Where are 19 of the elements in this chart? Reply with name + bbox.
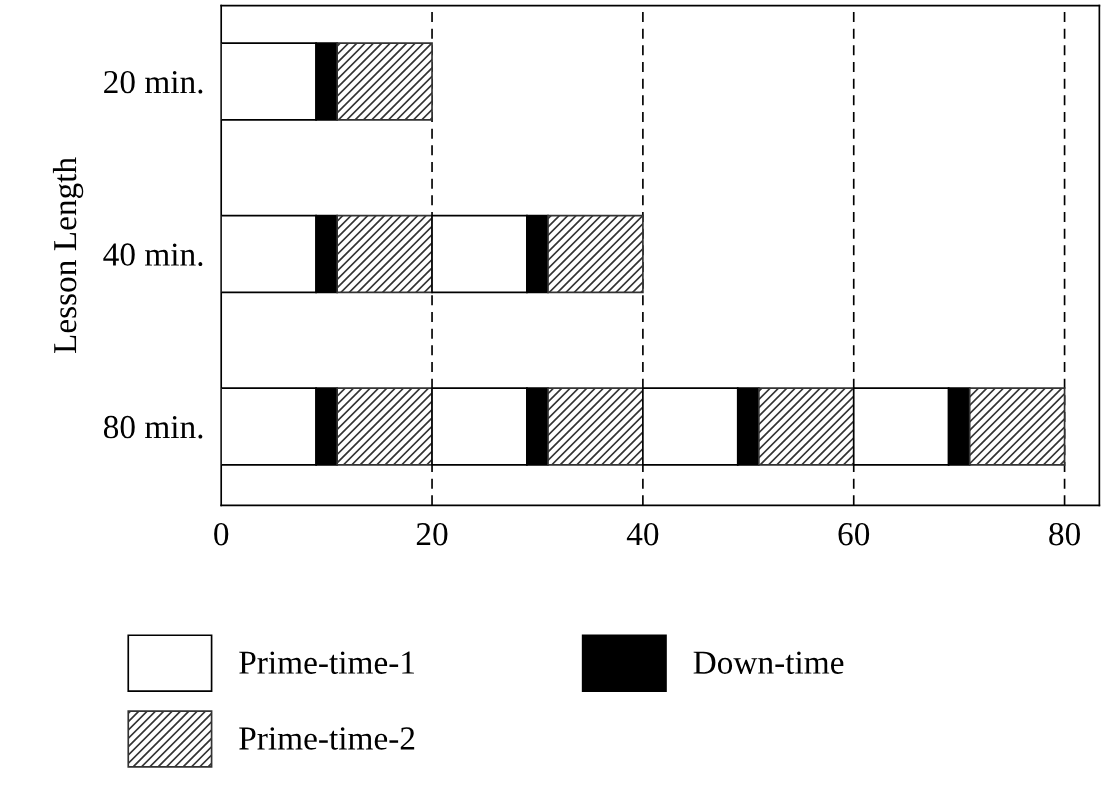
y-axis-title: Lesson Length bbox=[52, 157, 84, 354]
y-tick-label: 20 min. bbox=[104, 70, 203, 94]
bar bbox=[758, 387, 855, 466]
bar bbox=[968, 387, 1066, 466]
legend-label: Down-time bbox=[693, 651, 844, 674]
y-tick-label: 40 min. bbox=[103, 243, 203, 267]
x-tick-label: 20 bbox=[416, 522, 448, 546]
x-tick-label: 60 bbox=[838, 522, 870, 546]
legend-label: Prime-time-2 bbox=[239, 727, 415, 750]
bar bbox=[547, 387, 644, 466]
bar bbox=[336, 387, 433, 466]
legend-label: Prime-time-1 bbox=[239, 651, 414, 674]
bar bbox=[336, 42, 433, 121]
y-tick-label: 80 min. bbox=[103, 415, 203, 439]
x-tick-label: 40 bbox=[626, 522, 659, 546]
bar bbox=[547, 214, 644, 294]
x-tick-label: 0 bbox=[214, 522, 229, 546]
bar bbox=[336, 214, 433, 294]
x-tick-label: 80 bbox=[1049, 522, 1080, 546]
